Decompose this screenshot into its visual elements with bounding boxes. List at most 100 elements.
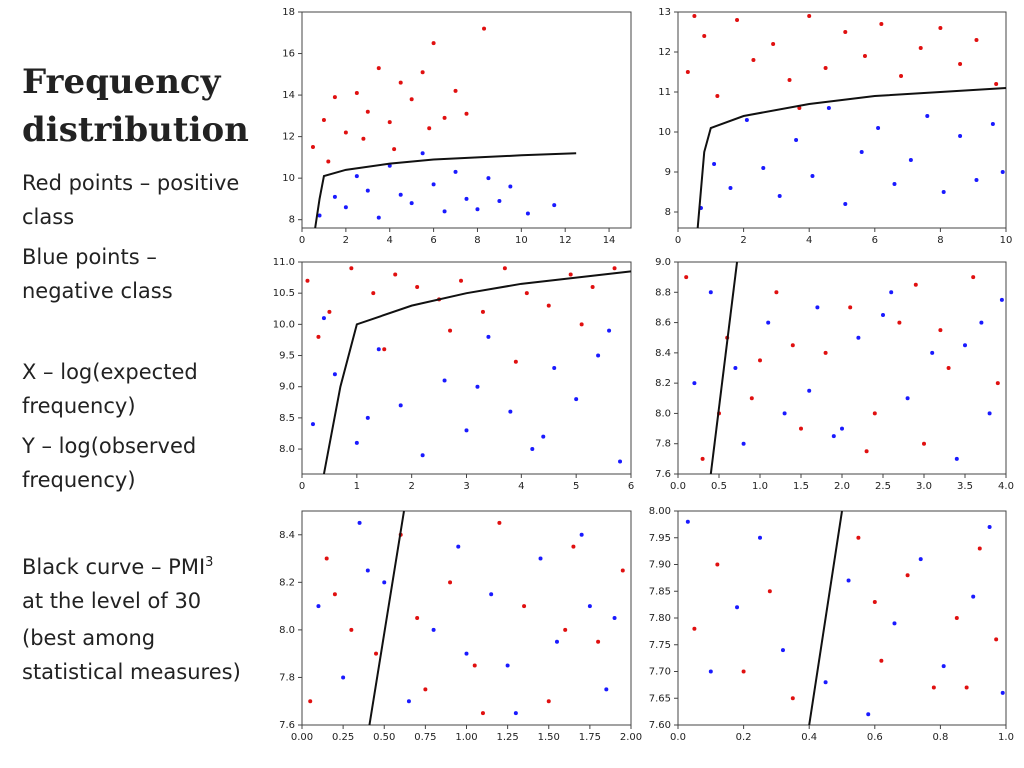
point <box>905 573 910 578</box>
point <box>856 535 861 540</box>
point <box>459 278 464 283</box>
point <box>774 290 779 295</box>
point <box>908 158 913 162</box>
point <box>382 580 387 585</box>
point <box>685 519 690 524</box>
x-tick-label: 1.25 <box>496 732 518 743</box>
point <box>859 150 864 154</box>
point <box>963 343 967 348</box>
point <box>744 118 749 122</box>
x-tick-label: 0.2 <box>736 732 752 743</box>
y-tick-label: 8.0 <box>279 444 295 455</box>
point <box>840 426 844 431</box>
curve <box>696 87 1007 229</box>
point <box>797 106 802 110</box>
slide-title: Frequency distribution <box>22 62 249 150</box>
point <box>357 520 362 525</box>
point <box>332 194 337 199</box>
point <box>787 78 792 82</box>
x-tick-label: 0.4 <box>801 732 817 743</box>
point <box>308 699 313 704</box>
curve <box>368 510 405 726</box>
point <box>316 334 321 339</box>
point <box>733 366 738 370</box>
point <box>423 687 428 692</box>
point <box>872 411 877 416</box>
x-tick-label: 12 <box>559 235 572 246</box>
point <box>554 639 559 644</box>
point <box>712 162 717 166</box>
point <box>685 70 690 74</box>
y-tick-label: 10 <box>658 127 671 138</box>
point <box>376 215 381 220</box>
x-tick-label: 0.0 <box>670 732 686 743</box>
point <box>464 428 469 433</box>
point <box>354 91 359 95</box>
x-tick-label: 10 <box>515 235 528 246</box>
y-tick-label: 7.60 <box>649 720 671 731</box>
point <box>343 130 348 135</box>
point <box>864 449 869 454</box>
point <box>382 347 387 352</box>
point <box>715 562 720 567</box>
point <box>456 544 461 549</box>
note: Red points – positive class <box>22 171 240 229</box>
point <box>486 334 491 339</box>
point <box>332 95 337 100</box>
point <box>310 422 315 427</box>
x-tick-label: 3 <box>463 481 469 492</box>
y-tick-label: 8.0 <box>655 408 671 419</box>
y-tick-label: 13 <box>658 7 671 18</box>
note-text: at the level of 30 <box>22 589 202 613</box>
point <box>365 109 370 114</box>
superscript: 3 <box>205 555 214 570</box>
point <box>889 290 894 295</box>
point <box>977 546 982 551</box>
point <box>409 201 414 206</box>
point <box>442 378 447 383</box>
point <box>848 305 853 310</box>
point <box>958 134 963 138</box>
point <box>332 372 337 377</box>
y-tick-label: 16 <box>282 49 295 60</box>
curve <box>808 510 843 726</box>
point <box>431 41 436 46</box>
y-tick-label: 8.6 <box>655 318 671 329</box>
point <box>574 397 579 402</box>
point <box>489 592 494 597</box>
x-tick-label: 2 <box>408 481 414 492</box>
point <box>879 658 884 663</box>
y-tick-label: 12 <box>282 132 295 143</box>
point <box>767 589 772 594</box>
point <box>587 604 592 609</box>
point <box>604 687 609 692</box>
point <box>316 604 321 609</box>
point <box>954 616 959 620</box>
x-tick-label: 1.5 <box>793 481 809 492</box>
point <box>843 202 848 206</box>
point <box>513 711 518 716</box>
point <box>571 544 576 549</box>
point <box>505 663 510 668</box>
y-tick-label: 8.2 <box>279 577 295 588</box>
curve <box>322 270 632 475</box>
point <box>420 151 425 156</box>
point <box>453 88 458 93</box>
x-tick-label: 6 <box>430 235 436 246</box>
y-tick-label: 7.65 <box>649 693 671 704</box>
point <box>892 182 897 186</box>
point <box>823 350 828 355</box>
point <box>480 711 485 716</box>
point <box>349 627 354 632</box>
point <box>856 335 861 340</box>
y-tick-label: 10 <box>282 173 295 184</box>
x-tick-label: 1.0 <box>752 481 768 492</box>
y-tick-label: 7.95 <box>649 533 671 544</box>
x-tick-label: 5 <box>573 481 579 492</box>
x-tick-label: 1.0 <box>998 732 1014 743</box>
point <box>486 176 491 181</box>
point <box>513 359 518 364</box>
point <box>596 639 601 644</box>
point <box>974 38 979 42</box>
